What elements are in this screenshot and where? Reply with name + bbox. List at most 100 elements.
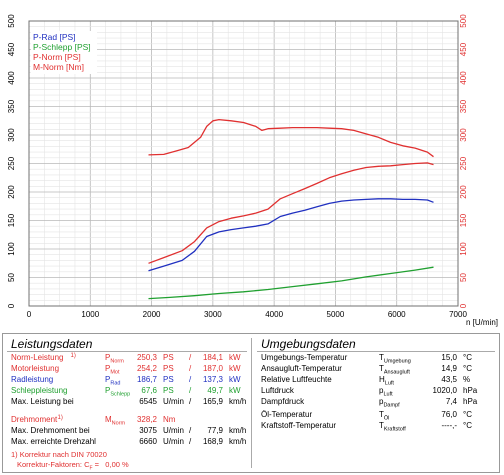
row-label: Max. Drehmoment bei [11,426,90,435]
leistungsdaten-section: Leistungsdaten Norm-Leistung 1) PNorm 250,3… [3,334,251,472]
row-symbol-letter: p [379,386,384,395]
row-unit: °C [463,421,472,430]
umgebung-row: Relative Luftfeuchte HLuft 43,5% [261,375,493,387]
row-symbol-letter: M [105,415,112,424]
umgebungsdaten-title: Umgebungsdaten [261,337,356,351]
x-tick-label: 5000 [327,310,345,319]
row-value: 76,0 [441,410,457,419]
row-symbol-subscript: Norm [110,358,124,365]
row-unit-1: PS [163,386,174,395]
row-symbol-subscript: Kraftstoff [383,426,406,433]
y-left-tick-label: 150 [7,213,16,227]
row-symbol: pLuft [379,386,393,398]
section-divider [251,338,252,468]
row-label: Luftdruck [261,386,294,395]
row-value-2: 187,0 [202,364,223,373]
row-symbol: pDampf [379,397,400,409]
x-axis-label: n [U/min] [466,318,498,327]
row-footnote-ref: 1) [57,415,63,421]
y-left-tick-label: 350 [7,99,16,113]
series-line [148,162,434,264]
footnote-korrektur-text: Korrektur-Faktoren: C [17,460,90,469]
legend-entry: P-Schlepp [PS] [33,42,91,52]
row-separator: / [189,364,192,373]
row-footnote-ref: 1) [70,353,76,359]
footnote-korrektur-value: = 0,00 % [92,460,129,469]
row-unit-1: PS [163,364,174,373]
row-unit: % [463,375,471,384]
row-value-2: 49,7 [207,386,223,395]
y-left-tick-label: 500 [7,14,16,28]
row-symbol: PMot [105,364,120,376]
row-symbol: PSchlepp [105,386,130,398]
row-symbol-letter: T [379,421,384,430]
legend-box [31,31,97,74]
row-value-2: 165,9 [202,397,223,406]
row-symbol-letter: p [379,397,384,406]
series-line [148,118,434,158]
y-right-tick-label: 300 [459,128,468,142]
leistungsdaten-rule [7,351,247,352]
row-symbol-subscript: Öl [383,415,390,422]
row-symbol-letter: T [379,364,384,373]
y-right-tick-label: 200 [459,185,468,199]
row-separator: / [189,375,192,384]
row-symbol-subscript: Mot [110,369,120,376]
row-value-1: 67,6 [141,386,157,395]
row-value: 14,9 [441,364,457,373]
row-symbol: TÖl [379,410,389,422]
series-line [148,266,434,300]
row-value-1: 6545 [139,397,157,406]
series-line [148,198,434,272]
y-left-tick-label: 0 [7,303,16,308]
x-tick-label: 3000 [204,310,222,319]
leistung-row: Max. Drehmoment bei 3075 U/min / 77,9 km/h [11,426,247,437]
row-separator: / [189,426,192,435]
x-tick-label: 4000 [265,310,283,319]
row-value-1: 186,7 [136,375,157,384]
leistung-row: Max. Leistung bei 6545 U/min / 165,9 km/h [11,397,247,408]
row-unit: °C [463,410,472,419]
y-right-tick-label: 50 [459,273,468,282]
row-symbol-subscript: Norm [111,420,126,427]
x-tick-label: 7000 [449,310,467,319]
row-symbol: TAnsaugluft [379,364,410,376]
row-unit-2: km/h [229,437,247,446]
row-value-2: 77,9 [207,426,223,435]
row-label: Umgebungs-Temperatur [261,353,348,362]
row-value-1: 250,3 [136,353,157,362]
row-value-1: 254,2 [136,364,157,373]
row-unit-1: Nm [163,415,176,424]
row-unit-1: U/min [163,437,184,446]
row-value-1: 328,2 [136,415,157,424]
row-unit-2: km/h [229,397,247,406]
footnote-korrektur: Korrektur-Faktoren: CF = 0,00 % [17,460,129,472]
row-symbol-letter: P [105,375,111,384]
row-symbol: TUmgebung [379,353,411,365]
row-separator: / [189,397,192,406]
row-label: Öl-Temperatur [261,410,313,419]
y-left-tick-label: 400 [7,71,16,85]
umgebung-row: Luftdruck pLuft 1020,0 hPa [261,386,493,398]
leistungsdaten-title: Leistungsdaten [11,337,93,351]
umgebungsdaten-section: Umgebungsdaten Umgebungs-Temperatur TUmge… [253,334,499,472]
leistung-row: Max. erreichte Drehzahl 6660 U/min / 168,9 km… [11,437,247,448]
row-value-1: 3075 [139,426,157,435]
row-symbol-letter: H [379,375,385,384]
dyno-chart: 0 1000 2000 3000 4000 5000 6000 700005010015020… [7,14,498,327]
y-right-tick-label: 400 [459,71,468,85]
umgebung-row: Kraftstoff-Temperatur TKraftstoff ----,- °C [261,421,493,433]
row-label: Schleppleistung [11,386,68,395]
row-symbol: PNorm [105,353,124,365]
row-label: Dampfdruck [261,397,305,406]
umgebungsdaten-rule [257,351,495,352]
row-symbol-subscript: Ansaugluft [383,369,410,376]
row-symbol: MNorm [105,415,125,427]
y-right-tick-label: 250 [459,156,468,170]
plot-frame [28,20,459,307]
row-symbol-letter: P [105,364,111,373]
row-separator: / [189,386,192,395]
y-left-tick-label: 50 [7,273,16,282]
y-left-tick-label: 200 [7,185,16,199]
leistung-row: Radleistung PRad 186,7 PS / 137,3 kW [11,375,247,387]
